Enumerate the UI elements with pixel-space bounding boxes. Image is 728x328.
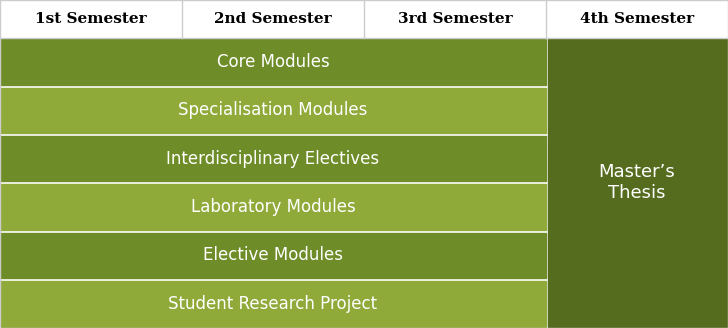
Text: Student Research Project: Student Research Project — [168, 295, 378, 313]
Bar — [0, 233, 546, 278]
Bar — [0, 184, 546, 230]
Text: Laboratory Modules: Laboratory Modules — [191, 198, 355, 216]
Bar — [0, 39, 546, 85]
Bar — [0, 136, 546, 181]
Bar — [0, 281, 546, 326]
Bar — [0, 88, 546, 133]
Text: Elective Modules: Elective Modules — [203, 246, 343, 264]
Text: 3rd Semester: 3rd Semester — [397, 12, 513, 26]
Text: Interdisciplinary Electives: Interdisciplinary Electives — [167, 150, 379, 168]
Bar — [0, 0, 728, 38]
Text: 1st Semester: 1st Semester — [35, 12, 147, 26]
Text: Master’s
Thesis: Master’s Thesis — [598, 163, 676, 202]
Text: 2nd Semester: 2nd Semester — [214, 12, 332, 26]
Text: Core Modules: Core Modules — [217, 53, 329, 71]
Text: 4th Semester: 4th Semester — [580, 12, 694, 26]
Bar — [547, 39, 727, 326]
Text: Specialisation Modules: Specialisation Modules — [178, 101, 368, 119]
